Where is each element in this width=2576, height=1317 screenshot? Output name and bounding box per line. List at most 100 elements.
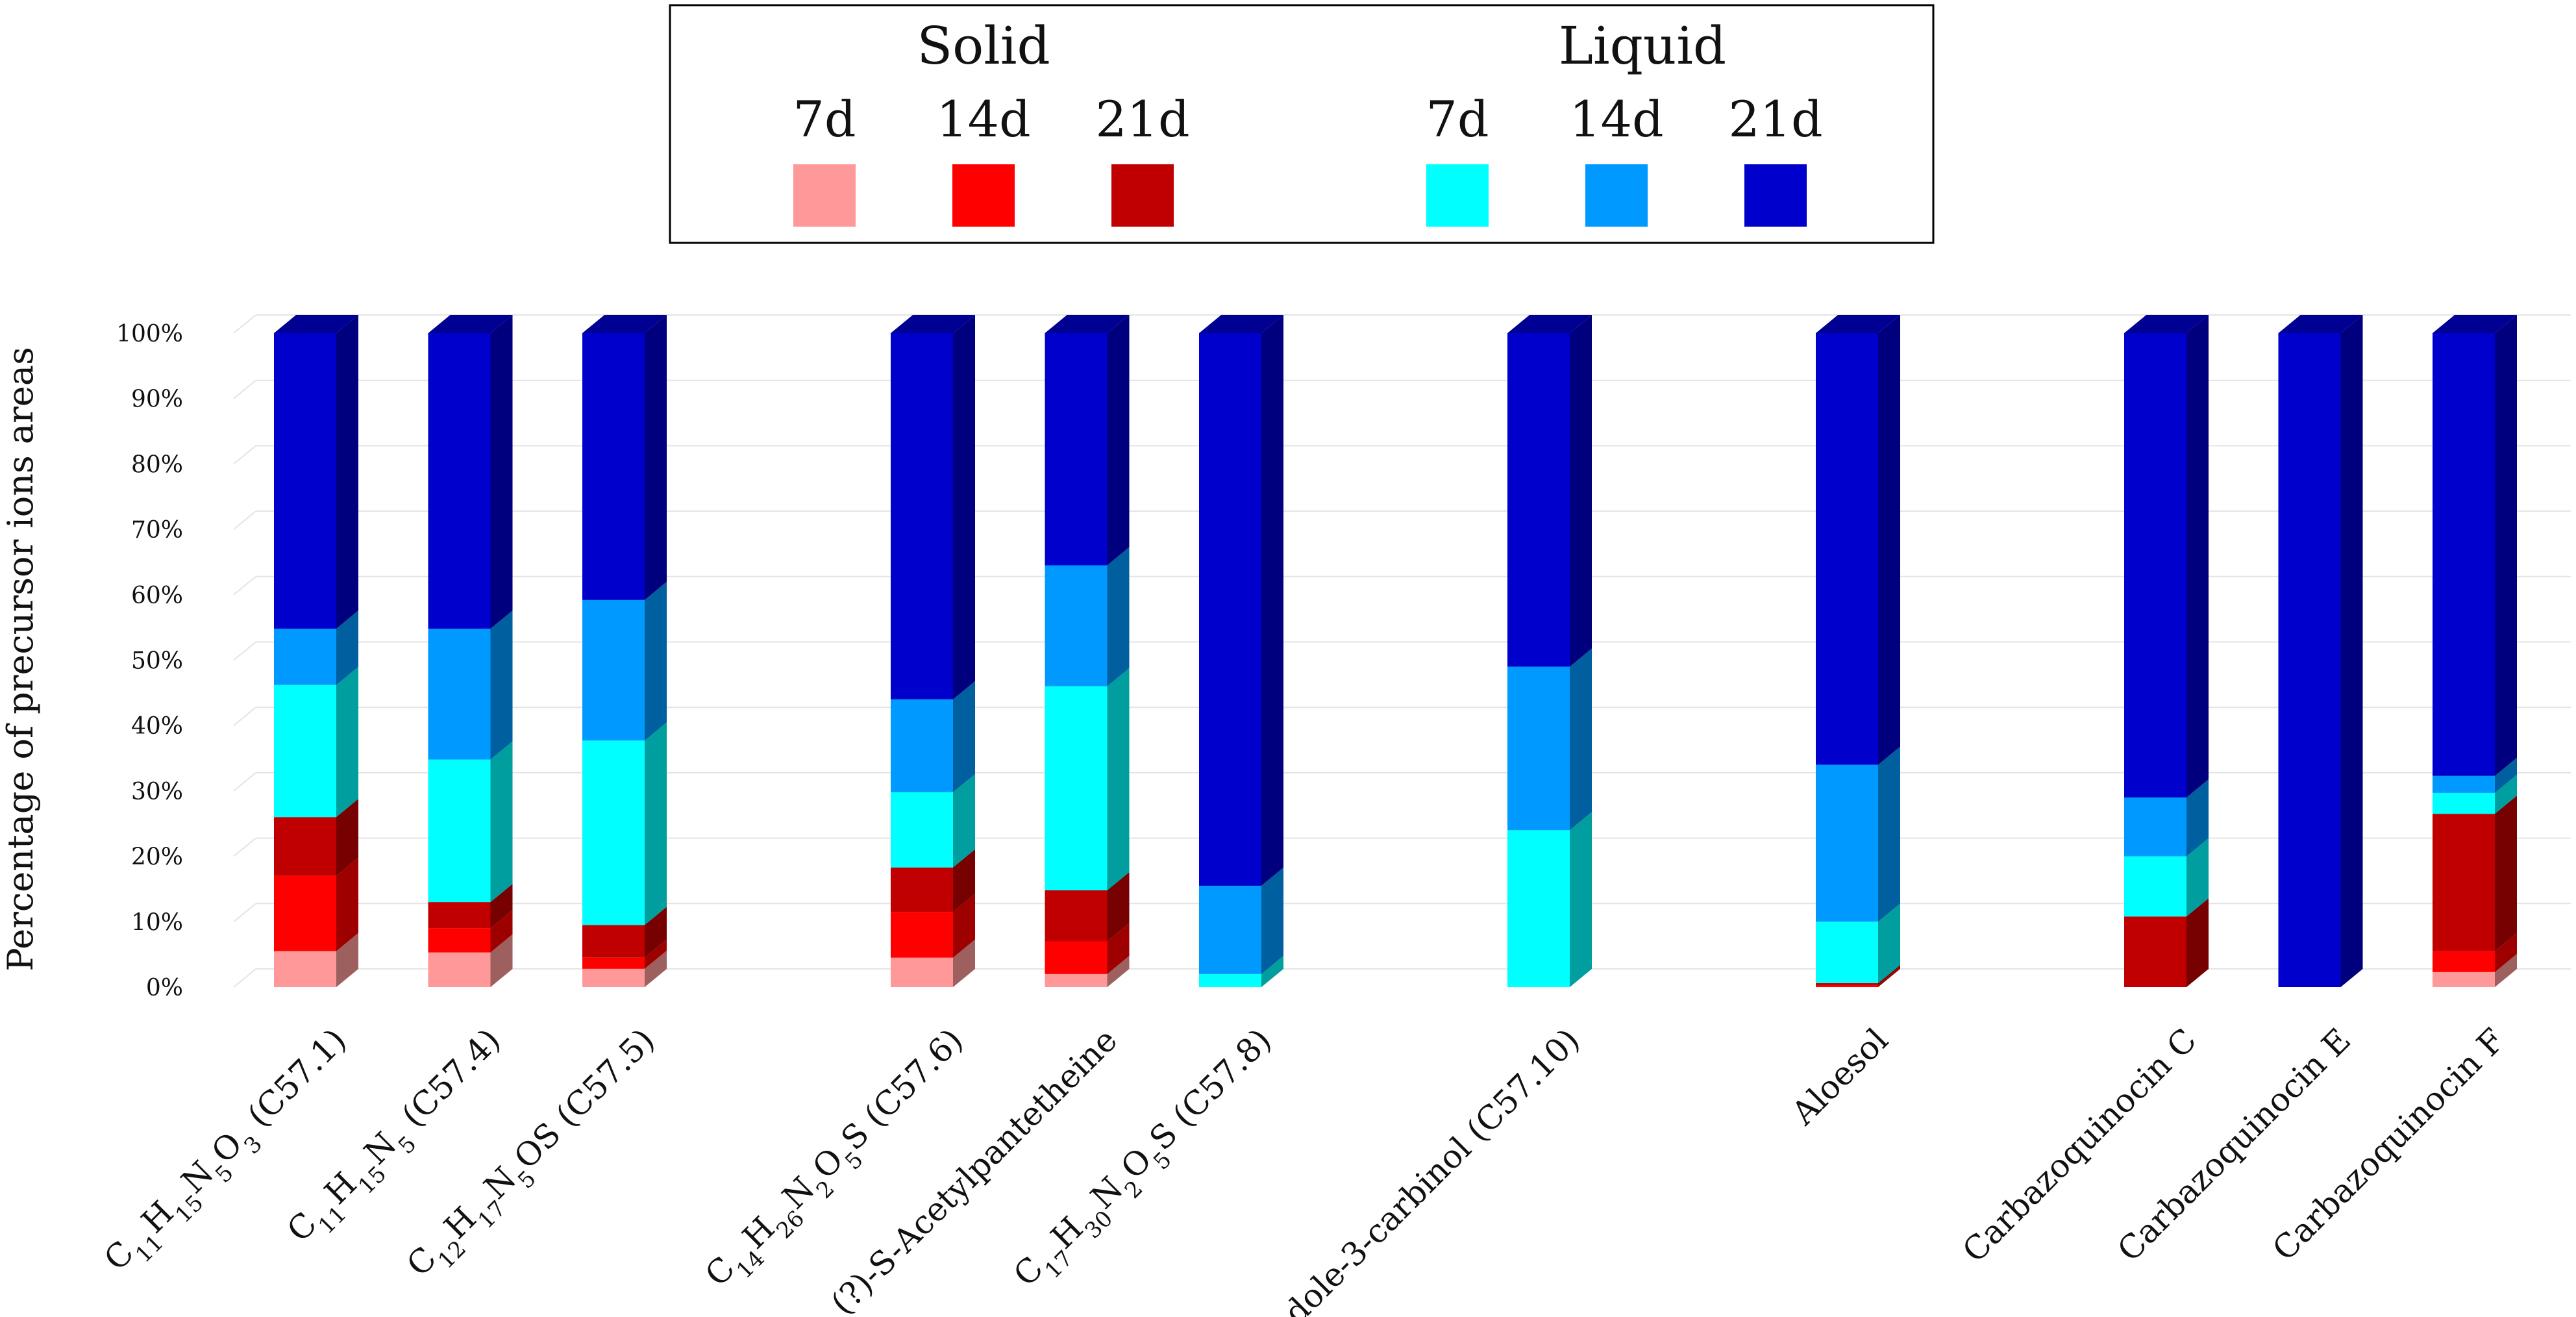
bar-segment-side [953,894,975,958]
legend-entry-label: 7d [1426,90,1489,148]
bar-segment [2124,797,2186,857]
gridline-diag [233,379,256,399]
bar-segment-side [490,910,513,953]
bar-segment [1199,973,1261,987]
bar-segment [428,952,491,987]
bar-stack [1045,315,1130,987]
y-tick-label: 70% [131,517,183,544]
gridline-diag [233,837,256,857]
bar-segment-side [336,857,358,951]
y-tick-label: 20% [131,844,183,871]
bar-segment [1816,983,1878,985]
bar-segment-side [1107,668,1130,890]
bar-top [1045,315,1130,333]
y-tick-label: 60% [131,583,183,609]
bar-segment [582,925,645,958]
bar-segment [2278,333,2341,987]
bar-segment [428,333,491,629]
bar-top [2278,315,2363,333]
bar-segment-side [1878,966,1900,987]
bar-segment-side [336,610,358,685]
bar-segment-side [1261,867,1283,974]
legend-entry-label: 14d [1569,90,1663,148]
bar-segment [274,875,336,951]
bar-segment [1816,985,1878,987]
x-category-label: C14H26N2O5S (C57.6) [698,1021,978,1301]
legend-frame [669,4,1935,244]
bar-segment-side [336,666,358,818]
gridline-diag [233,968,256,988]
bar-segment [1507,666,1570,831]
bar-segment [582,740,645,925]
y-tick-label: 0% [146,975,183,1001]
bar-segment [428,629,491,760]
bar-segment [274,629,336,685]
bar-segment [582,957,645,969]
bar-segment [2433,775,2495,793]
bar-segment-side [1107,315,1130,566]
legend-swatch [1744,164,1807,227]
y-tick-label: 50% [131,648,183,675]
legend: Solid Liquid 7d 14d 21d 7d 14d 21d [669,4,1935,244]
bar-segment-side [1878,746,1900,922]
gridline-diag [233,772,256,792]
bar-segment [891,912,953,958]
bar-segment [274,333,336,629]
bar-segment-side [490,934,513,987]
gridline-diag [233,903,256,923]
gridline-diag [233,707,256,726]
bar-segment-side [645,315,667,600]
bar-segment-side [490,315,513,629]
bar-stack [1199,315,1283,987]
bar-segment [1045,890,1108,942]
bar-top [274,315,358,333]
bar-segment-side [2495,933,2517,972]
bar-segment [1045,333,1108,566]
bar-segment [891,333,953,699]
bar-segment [1045,686,1108,890]
bar-segment [428,928,491,953]
gridline-diag [233,445,256,465]
bar-segment-side [1570,648,1592,831]
legend-entry-label: 21d [1728,90,1822,148]
bar-segment-side [2495,757,2517,793]
bar-segment [582,968,645,987]
x-category-label: C11H15N5O3 (C57.1) [97,1021,361,1285]
gridline-diag [233,314,256,334]
legend-swatch [793,164,856,227]
bar-stack [1816,315,1900,987]
y-tick-label: 30% [131,779,183,805]
legend-entry-label: 7d [793,90,856,148]
bar-segment-side [645,907,667,958]
bar-top [1199,315,1283,333]
legend-swatch [952,164,1015,227]
bar-segment [274,951,336,987]
bar-segment [891,867,953,912]
bar-top [1816,315,1900,333]
bar-segment [582,333,645,600]
y-tick-label: 90% [131,386,183,413]
bar-segment-side [490,610,513,760]
bar-segment [891,792,953,868]
bar-segment-side [1878,315,1900,765]
bar-segment-side [645,581,667,741]
bar-segment [428,759,491,903]
y-axis-label: Percentage of precursor ions areas [0,347,41,972]
bar-segment [2433,972,2495,987]
bar-segment-side [336,933,358,987]
bar-segment-side [2340,315,2363,987]
bar-segment [2124,916,2186,987]
bar-segment-side [953,773,975,868]
bar-segment [582,599,645,741]
bar-segment-side [2186,838,2209,917]
x-category-label: C17H30N2O5S (C57.8) [1006,1021,1286,1301]
bar-segment [2124,333,2186,797]
bar-segment-side [645,722,667,925]
bar-segment [1199,885,1261,974]
bar-segment-side [1107,955,1130,987]
bar-segment [1045,565,1108,686]
bar-segment-side [490,741,513,903]
bar-segment-side [953,315,975,699]
bar-segment [1045,941,1108,974]
